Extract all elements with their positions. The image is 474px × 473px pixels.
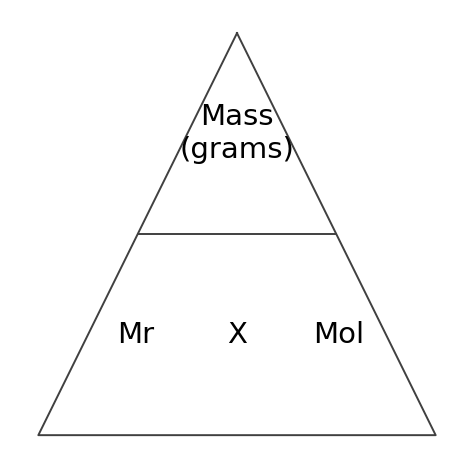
Text: X: X bbox=[227, 321, 247, 349]
Text: Mass
(grams): Mass (grams) bbox=[180, 104, 294, 164]
Text: Mr: Mr bbox=[117, 321, 154, 349]
Text: Mol: Mol bbox=[313, 321, 364, 349]
